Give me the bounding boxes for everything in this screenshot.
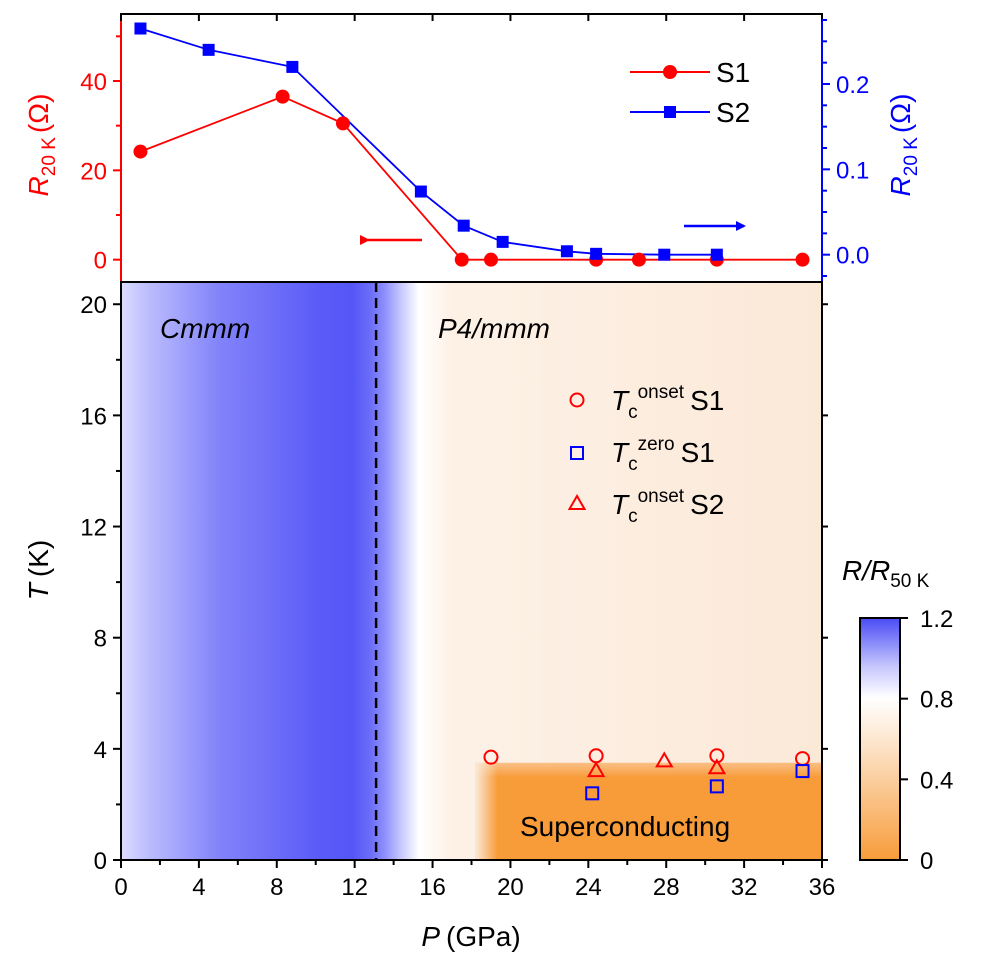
data-point-s2 [286,60,299,73]
tc-point-0 [483,749,499,765]
y-tick-label: 20 [80,292,107,319]
series-line-s1 [140,95,803,261]
right-tick-label: 0.0 [836,243,869,270]
colorbar-tick-label: 0.8 [920,687,953,714]
legend-tc-onset-s1-marker [569,392,585,408]
x-tick-label: 32 [731,874,758,901]
legend-s1-label: S1 [716,57,750,88]
tc-point-2 [655,751,674,768]
x-tick-label: 36 [809,874,836,901]
legend-top: S1 S2 [630,57,750,128]
colorbar-tick-label: 0.4 [920,767,953,794]
right-axis-title: R20 K(Ω) [885,94,922,197]
data-point-s2 [414,185,427,198]
x-axis-title: P (GPa) [421,921,520,952]
right-tick-label: 0.1 [836,157,869,184]
colorbar-tick-label: 1.2 [920,606,953,633]
tc-point-2 [586,761,606,778]
x-tick-label: 0 [114,874,127,901]
tc-point-2 [707,758,727,775]
legend-tc-onset-s1: Tconset S1 [611,382,724,423]
colorbar: R/R50 K 0 0.4 0.8 1.2 [842,555,953,875]
superconducting-region [475,762,822,860]
series-markers [133,22,810,267]
y-tick-label: 0 [94,848,107,875]
colorbar-tick-label: 0 [920,848,933,875]
x-tick-label: 4 [192,874,205,901]
legend-s2-marker [664,106,676,118]
superconducting-region-edge [475,762,498,860]
data-point-s1 [631,252,646,267]
left-tick-label: 20 [80,158,107,185]
colorbar-ticks: 0 0.4 0.8 1.2 [900,606,953,875]
x-tick-label: 12 [341,874,368,901]
tc-point-1 [709,779,724,794]
resistance-panel [133,22,810,267]
x-tick-label: 8 [270,874,283,901]
x-tick-label: 24 [575,874,602,901]
legend-bottom: Tconset S1 Tczero S1 Tconset S2 [567,382,724,527]
data-point-s2 [710,248,723,261]
legend-tc-onset-s2-marker [567,493,587,510]
legend-s1-marker [663,65,677,79]
phase-label-p4mmm: P4/mmm [438,313,550,344]
y-tick-label: 16 [80,403,107,430]
data-point-s2 [496,235,509,248]
data-point-s1 [275,89,290,104]
colorbar-title: R/R50 K [842,555,930,592]
y-tick-label: 4 [94,737,107,764]
legend-tc-onset-s2: Tconset S2 [611,486,724,527]
left-axis-title: R20 K(Ω) [23,94,60,197]
series-line-s2 [140,27,717,256]
axes: 0 4 8 12 16 20 24 28 32 36 0 4 8 12 16 20 0 20 40 0.0 0.1 0.2 [80,13,869,901]
legend-tc-zero-s1-marker [570,446,584,460]
colorbar-gradient-bar [859,617,901,861]
x-tick-label: 28 [653,874,680,901]
phase-label-cmmm: Cmmm [160,313,250,344]
heatmap-panel: Cmmm P4/mmm Superconducting [121,282,822,860]
left-tick-label: 40 [80,69,107,96]
tc-point-1 [585,786,600,801]
data-point-s2 [134,22,147,35]
tc-point-1 [795,764,810,779]
data-point-s1 [335,116,350,131]
data-point-s2 [202,43,215,56]
data-point-s2 [590,247,603,260]
left-tick-label: 0 [94,248,107,275]
y-axis-title: T(K) [23,540,54,600]
tc-markers [483,748,811,801]
data-point-s2 [457,219,470,232]
legend-s2-label: S2 [716,97,750,128]
region-label-superconducting: Superconducting [520,811,730,842]
data-point-s1 [795,252,810,267]
data-point-s2 [658,248,671,261]
y-tick-label: 12 [80,515,107,542]
legend-tc-zero-s1: Tczero S1 [611,434,715,475]
x-tick-label: 20 [497,874,524,901]
data-point-s1 [454,252,469,267]
data-point-s1 [133,144,148,159]
data-point-s2 [560,245,573,258]
data-point-s1 [483,252,498,267]
y-tick-label: 8 [94,626,107,653]
right-tick-label: 0.2 [836,72,869,99]
x-tick-label: 16 [419,874,446,901]
